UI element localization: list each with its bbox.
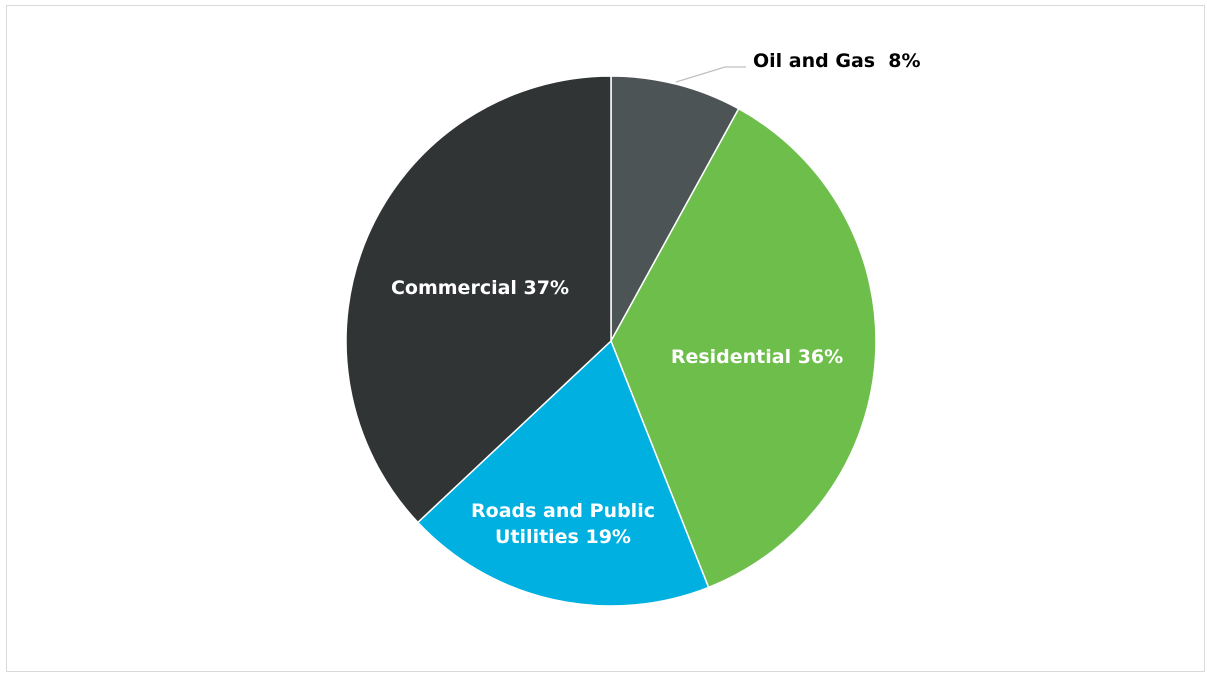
pie-slice-residential [610, 107, 877, 589]
slice-label-line: Roads and Public [471, 500, 655, 522]
slice-label-residential: Residential 36% [671, 346, 843, 368]
slice-labels: Oil and Gas 8% Residential 36% Roads and P… [391, 50, 921, 548]
slice-label-oil-and-gas: Oil and Gas 8% [753, 50, 921, 72]
leader-line-oil-and-gas [675, 66, 746, 83]
pie-slices [345, 75, 877, 607]
slice-label-line: Utilities 19% [495, 526, 631, 548]
slice-label-commercial: Commercial 37% [391, 277, 569, 299]
leader-lines [675, 66, 746, 83]
pie-slice-commercial [345, 75, 612, 524]
pie-slice-roads-and-public-utilities [416, 339, 710, 607]
slice-label-roads-and-public-utilities: Roads and Public Utilities 19% [471, 500, 655, 548]
pie-slice-oil-and-gas [610, 75, 740, 342]
